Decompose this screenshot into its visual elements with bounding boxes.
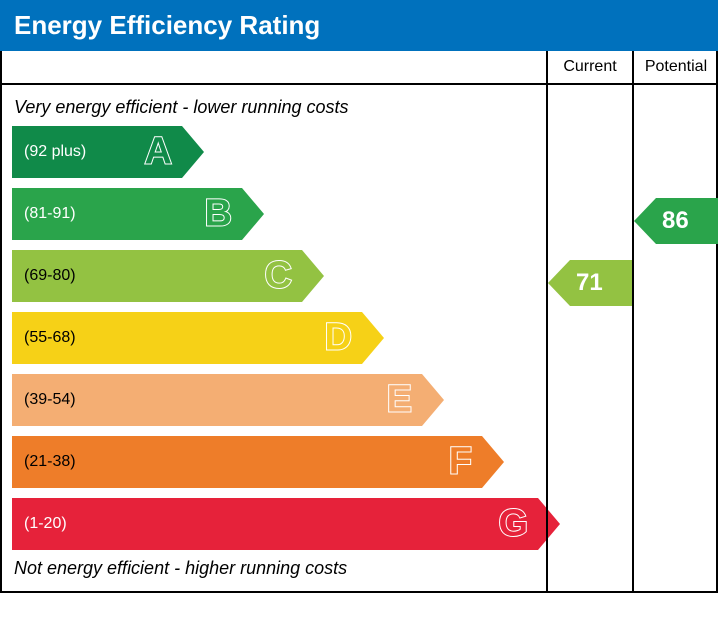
band-bar: (92 plus) A <box>12 126 182 178</box>
band-d: (55-68) D <box>12 312 538 364</box>
header-current: Current <box>546 51 632 85</box>
band-bar: (69-80) C <box>12 250 302 302</box>
band-letter: D <box>325 317 352 360</box>
band-arrow-icon <box>242 188 264 240</box>
band-letter: G <box>498 503 528 546</box>
band-arrow-icon <box>482 436 504 488</box>
potential-value: 86 <box>662 207 689 235</box>
band-bar: (81-91) B <box>12 188 242 240</box>
band-letter: C <box>265 255 292 298</box>
band-letter: A <box>145 131 172 174</box>
band-bar: (1-20) G <box>12 498 538 550</box>
potential-column: 86 <box>632 85 718 591</box>
band-c: (69-80) C <box>12 250 538 302</box>
current-value: 71 <box>576 269 603 297</box>
band-arrow-icon <box>362 312 384 364</box>
header-potential: Potential <box>632 51 718 85</box>
band-arrow-icon <box>302 250 324 302</box>
band-letter: B <box>205 193 232 236</box>
band-letter: F <box>449 441 472 484</box>
current-column: 71 <box>546 85 632 591</box>
band-arrow-icon <box>422 374 444 426</box>
band-a: (92 plus) A <box>12 126 538 178</box>
band-range: (92 plus) <box>12 143 86 161</box>
chart-table: Current Potential Very energy efficient … <box>0 51 718 593</box>
band-range: (1-20) <box>12 515 67 533</box>
band-b: (81-91) B <box>12 188 538 240</box>
band-bar: (39-54) E <box>12 374 422 426</box>
band-range: (55-68) <box>12 329 76 347</box>
caption-bottom: Not energy efficient - higher running co… <box>14 558 538 579</box>
band-range: (21-38) <box>12 453 76 471</box>
band-range: (81-91) <box>12 205 76 223</box>
current-pointer: 71 <box>570 260 632 306</box>
band-range: (69-80) <box>12 267 76 285</box>
band-g: (1-20) G <box>12 498 538 550</box>
band-range: (39-54) <box>12 391 76 409</box>
band-arrow-icon <box>182 126 204 178</box>
bands-column: Very energy efficient - lower running co… <box>2 85 546 591</box>
band-letter: E <box>387 379 412 422</box>
band-f: (21-38) F <box>12 436 538 488</box>
epc-chart: Energy Efficiency Rating Current Potenti… <box>0 0 718 593</box>
band-bar: (21-38) F <box>12 436 482 488</box>
caption-top: Very energy efficient - lower running co… <box>14 97 538 118</box>
potential-pointer: 86 <box>656 198 718 244</box>
header-spacer <box>2 51 546 85</box>
band-bar: (55-68) D <box>12 312 362 364</box>
band-e: (39-54) E <box>12 374 538 426</box>
chart-title: Energy Efficiency Rating <box>0 0 718 51</box>
